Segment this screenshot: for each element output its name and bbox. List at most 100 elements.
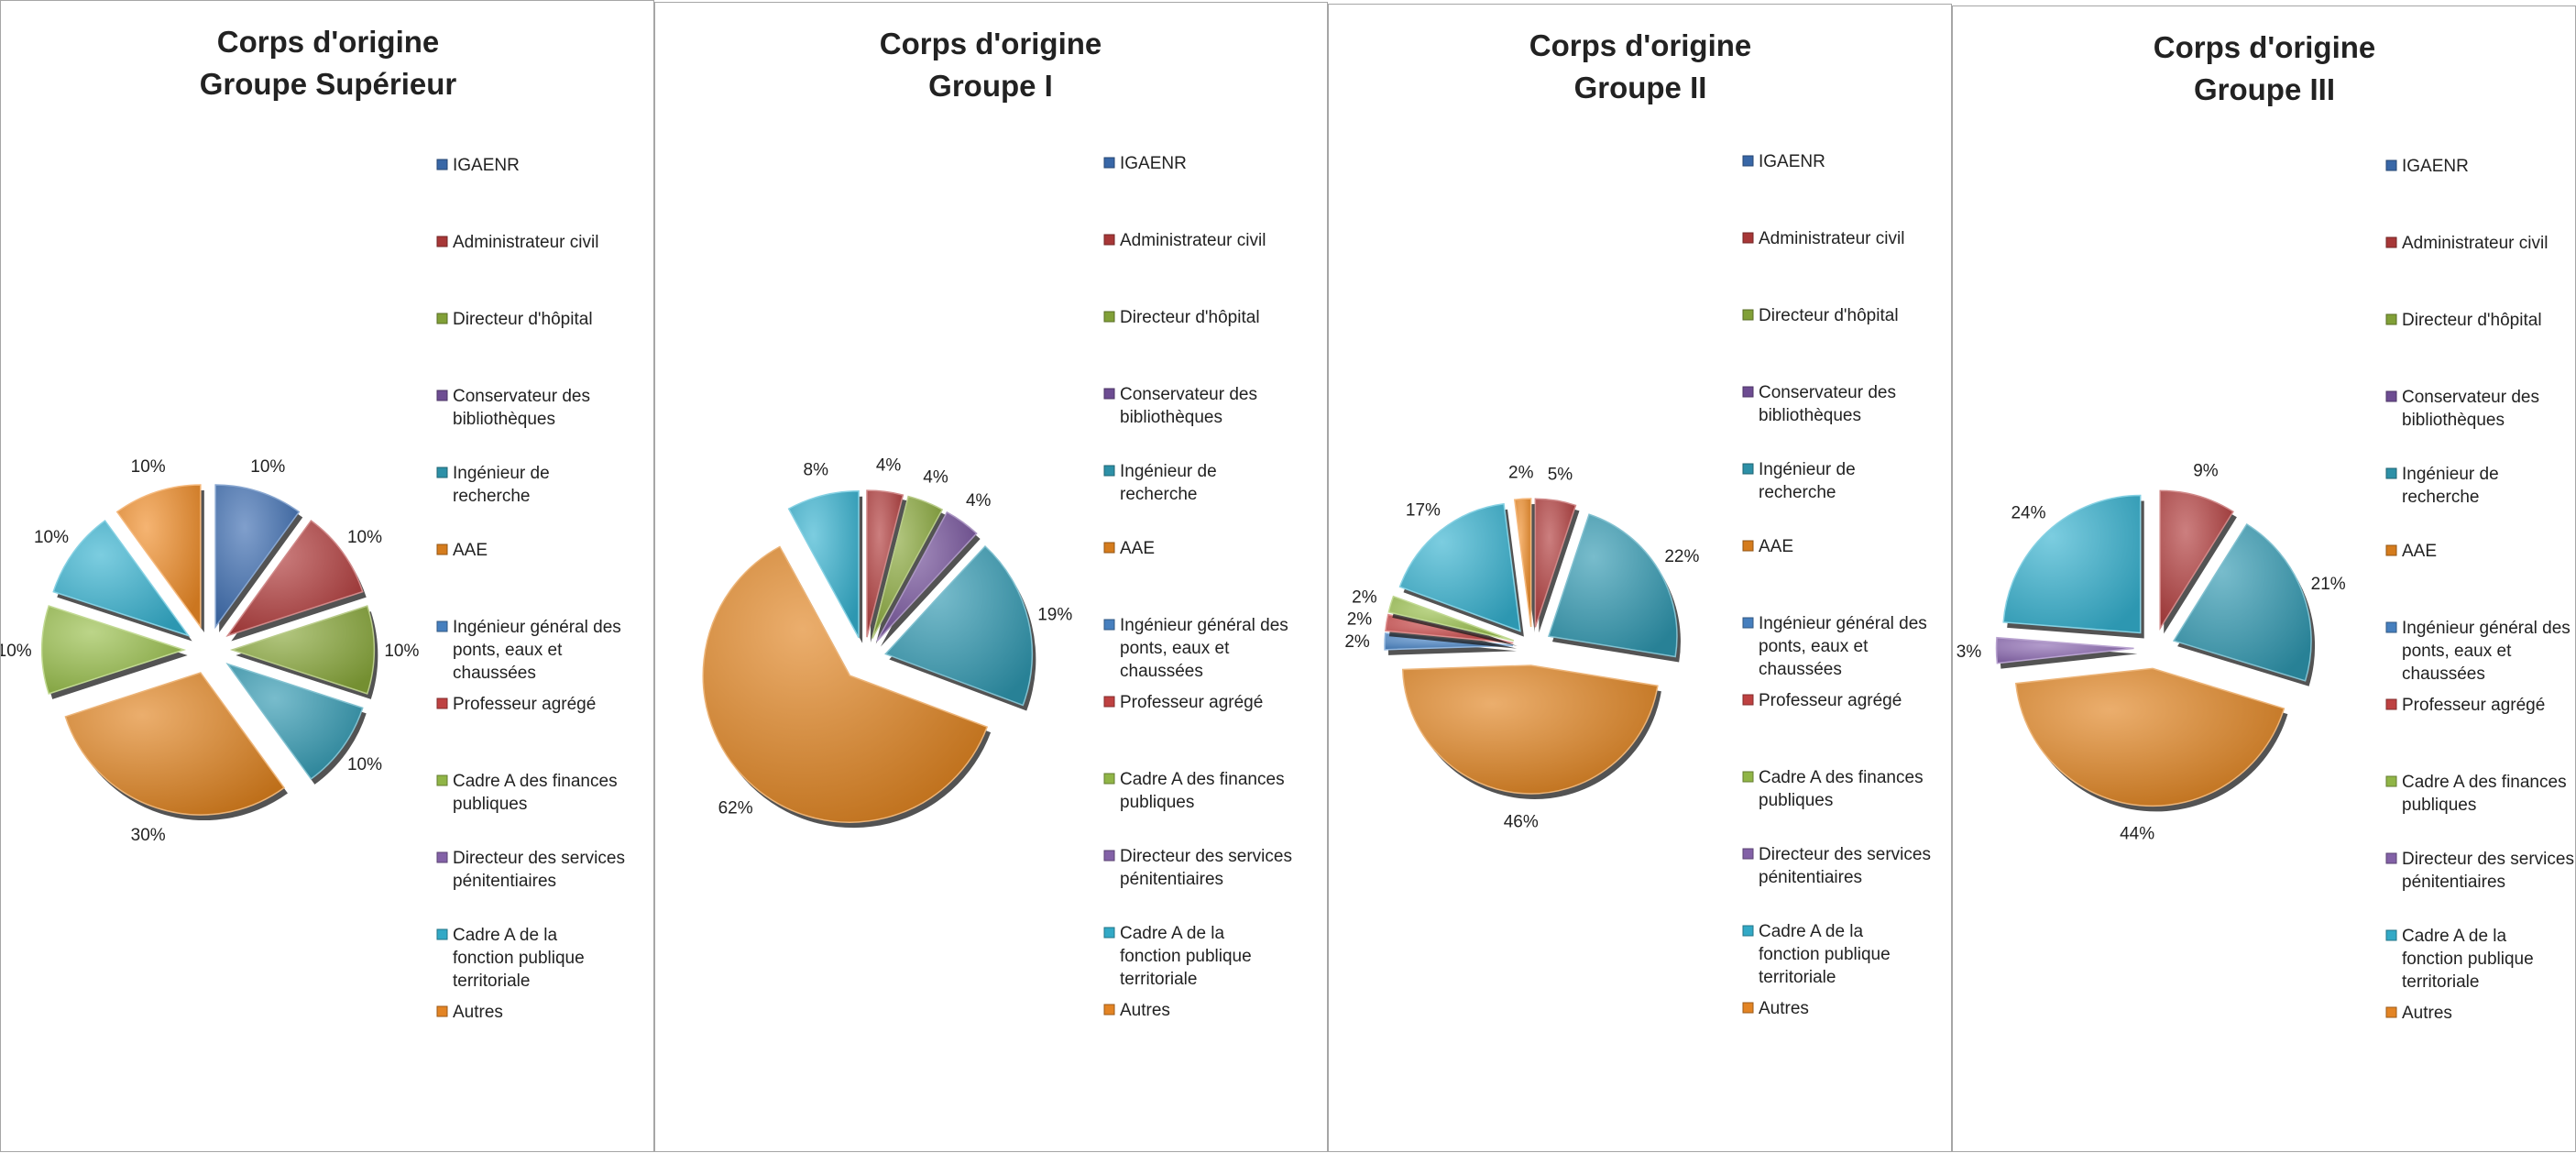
legend-label: Cadre A de la fonction publique territoria… (1759, 922, 1891, 987)
legend-label: Professeur agrégé (2402, 696, 2545, 715)
legend-label: Cadre A des finances publiques (1759, 768, 1924, 810)
legend-label: Professeur agrégé (453, 695, 596, 714)
pie-slice (115, 484, 202, 630)
legend-label: Directeur des services pénitentiaires (1120, 847, 1292, 889)
legend-swatch (1103, 234, 1115, 246)
slice-percent-label: 17% (1406, 501, 1441, 521)
legend-label: Conservateur des bibliothèques (2402, 388, 2539, 430)
slice-percent-label: 2% (1344, 632, 1370, 652)
legend-label: Conservateur des bibliothèques (453, 387, 590, 429)
pie-slice (229, 605, 376, 695)
legend-label: Cadre A de la fonction publique territoria… (2402, 927, 2534, 992)
slice-percent-label: 5% (1548, 465, 1573, 484)
legend-swatch (436, 236, 448, 247)
legend-swatch (1103, 1004, 1115, 1016)
slice-percent-label: 10% (1, 642, 32, 661)
legend-label: IGAENR (1759, 152, 1825, 171)
legend-label: Ingénieur général des ponts, eaux et chaus… (2402, 619, 2571, 684)
legend-swatch (2385, 1006, 2397, 1018)
legend-label: Ingénieur de recherche (1120, 462, 1217, 504)
legend-swatch (436, 159, 448, 170)
slice-percent-label: 24% (2011, 503, 2045, 522)
legend-label: Conservateur des bibliothèques (1759, 383, 1896, 425)
legend-label: Autres (453, 1003, 503, 1022)
legend-swatch (1103, 850, 1115, 862)
legend-swatch (1742, 848, 1754, 860)
legend-label: Cadre A de la fonction publique territoria… (453, 926, 585, 991)
legend-swatch (436, 697, 448, 709)
legend-swatch (1742, 309, 1754, 321)
legend-label: Ingénieur général des ponts, eaux et chaus… (453, 618, 621, 683)
legend-label: Directeur des services pénitentiaires (2402, 850, 2574, 892)
legend-label: Administrateur civil (453, 233, 598, 252)
pie-chart-svg: Corps d'origine Groupe II5%22%46%2%2%2%17… (1344, 28, 1931, 1018)
legend-label: AAE (453, 541, 488, 560)
legend-label: Ingénieur général des ponts, eaux et chaus… (1120, 616, 1288, 681)
legend-label: AAE (1759, 537, 1793, 556)
legend-swatch (1103, 619, 1115, 631)
slice-percent-label: 62% (718, 799, 753, 818)
legend-label: Directeur d'hôpital (2402, 311, 2542, 330)
pie-slice (2159, 489, 2234, 631)
legend-swatch (2385, 852, 2397, 864)
chart-title: Corps d'origine Groupe I (880, 27, 1102, 103)
pie-slice (876, 511, 978, 642)
legend-label: IGAENR (1120, 154, 1187, 173)
legend-label: Ingénieur général des ponts, eaux et chaus… (1759, 614, 1927, 679)
legend-swatch (1742, 463, 1754, 475)
legend-label: Autres (1759, 999, 1809, 1018)
pie-slice (884, 544, 1034, 707)
legend-label: IGAENR (2402, 157, 2469, 176)
legend-label: AAE (1120, 539, 1155, 558)
slice-percent-label: 10% (347, 755, 382, 774)
pie-slice (64, 672, 286, 816)
legend-swatch (1103, 157, 1115, 169)
pie-slice (2002, 494, 2142, 634)
chart-title: Corps d'origine Groupe III (2154, 30, 2376, 106)
slice-percent-label: 19% (1037, 606, 1072, 625)
legend-label: Autres (1120, 1001, 1170, 1020)
legend-swatch (436, 544, 448, 555)
slice-percent-label: 2% (1347, 610, 1373, 630)
legend-swatch (436, 1005, 448, 1017)
slice-percent-label: 4% (876, 456, 902, 476)
legend-label: Cadre A des finances publiques (1120, 770, 1285, 812)
slice-percent-label: 3% (1957, 642, 1982, 662)
slice-percent-label: 22% (1664, 547, 1699, 566)
pie-chart-svg: Corps d'origine Groupe III 9% 21% 44% 3% 24% IG… (1957, 30, 2574, 1023)
slice-percent-label: 8% (804, 461, 829, 480)
legend-swatch (2385, 159, 2397, 171)
pie-slice (225, 663, 364, 780)
slice-percent-label: 21% (2311, 575, 2346, 594)
slice-percent-label: 9% (2193, 461, 2219, 480)
legend-swatch (2385, 236, 2397, 248)
legend-swatch (1103, 696, 1115, 708)
pie-slice (871, 495, 944, 640)
pie-slice (1995, 636, 2134, 664)
legend-swatch (1742, 925, 1754, 937)
legend-swatch (1742, 540, 1754, 552)
legend-label: Professeur agrégé (1759, 691, 1902, 710)
legend-swatch (1103, 542, 1115, 554)
slice-percent-label: 2% (1352, 588, 1377, 608)
chart-panel-groupe-ii: Corps d'origine Groupe II 5% 22% 46% 2% 2% 2% 17… (1328, 4, 1952, 1152)
pie-slice (1401, 664, 1659, 795)
legend-swatch (1742, 694, 1754, 706)
legend-label: IGAENR (453, 156, 520, 175)
legend-swatch (436, 313, 448, 324)
pie-slice (2172, 522, 2312, 682)
pie-slice (787, 489, 860, 639)
slice-percent-label: 10% (347, 528, 382, 547)
legend-swatch (1742, 155, 1754, 167)
pie-slice (225, 520, 364, 637)
pie-slice (52, 520, 191, 637)
pie-slice (866, 489, 904, 638)
legend-swatch (1103, 388, 1115, 400)
pie-slice (1387, 595, 1515, 642)
pie-slice (1398, 502, 1521, 632)
legend-swatch (1742, 386, 1754, 398)
legend-label: Directeur des services pénitentiaires (1759, 845, 1931, 887)
legend-label: Administrateur civil (2402, 234, 2548, 253)
pie-chart-svg: Corps d'origine Groupe I 4% 4% 4% 19% 62% 8% IGA… (702, 27, 1292, 1020)
pie-slice (2014, 667, 2286, 807)
